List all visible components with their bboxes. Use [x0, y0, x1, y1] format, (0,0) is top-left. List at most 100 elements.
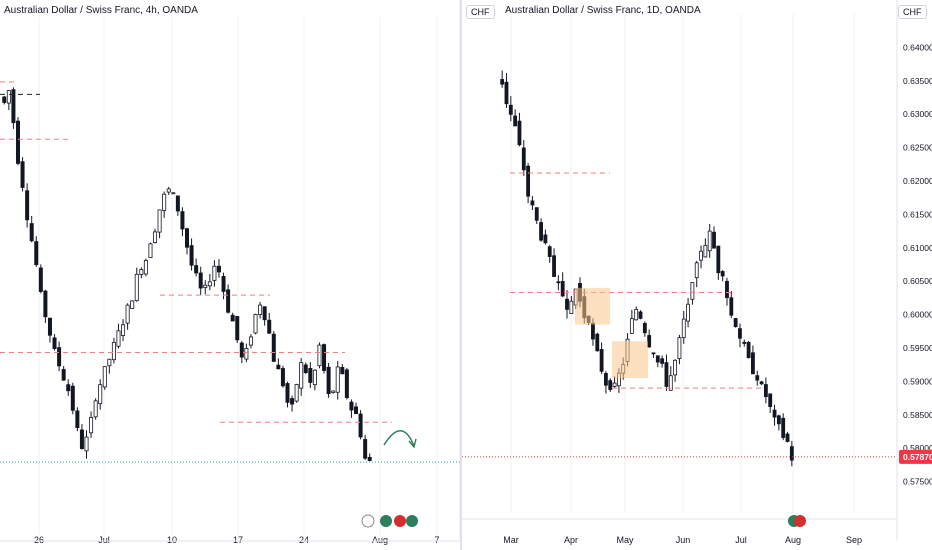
candle-body — [15, 120, 20, 164]
candle-body — [226, 289, 231, 313]
candle-body — [681, 318, 686, 338]
candle-body — [130, 300, 135, 309]
candle-body — [175, 195, 180, 212]
candle-body — [751, 352, 755, 375]
candle-body — [121, 324, 126, 336]
candle-body — [776, 415, 781, 425]
candle-body — [712, 231, 716, 249]
candle-body — [560, 281, 565, 297]
candle-body — [194, 265, 199, 274]
candle-body — [93, 400, 98, 418]
candle-body — [604, 373, 608, 386]
candle-body — [317, 344, 322, 367]
demand-zone — [612, 341, 648, 379]
supply-zone — [575, 287, 610, 325]
candle-body — [539, 222, 543, 241]
candle-body — [720, 271, 725, 277]
candle-body — [84, 436, 89, 452]
y-tick-label: 0.64000 — [903, 42, 932, 52]
candle-body — [673, 359, 678, 376]
candle-body — [308, 368, 313, 383]
event-icon — [394, 515, 406, 527]
candle-body — [125, 304, 130, 324]
chart-panel-4h[interactable]: 26Jul101724Aug70.612000.610000.608000.60… — [0, 0, 474, 550]
candle-body — [280, 368, 285, 387]
candle-body — [358, 413, 363, 438]
candle-body — [11, 89, 16, 124]
candle-body — [230, 314, 235, 322]
candle-body — [556, 281, 561, 284]
candle-body — [171, 192, 176, 195]
candle-body — [759, 381, 764, 385]
candle-body — [98, 384, 103, 405]
candle-body — [354, 406, 359, 415]
candle-body — [746, 341, 751, 359]
candle-body — [303, 364, 308, 374]
candle-body — [651, 352, 656, 355]
arrow-head-icon — [408, 438, 417, 449]
candle-body — [367, 456, 372, 461]
chart-title-4h: Australian Dollar / Swiss Franc, 4h, OAN… — [4, 5, 198, 16]
candle-body — [690, 282, 695, 300]
x-tick-label: Sep — [846, 535, 862, 545]
y-tick-label: 0.57500 — [903, 477, 932, 487]
candle-body — [500, 79, 505, 85]
candle-body — [755, 375, 760, 381]
y-tick-label: 0.61500 — [903, 209, 932, 219]
candle-body — [185, 228, 189, 248]
chart-panel-1d[interactable]: Mar Apr May Jun Jul Aug Sep 0.64000 0.63500 0.630… — [462, 0, 932, 550]
y-tick-label: 0.63500 — [903, 76, 932, 86]
candle-body — [595, 333, 600, 352]
candle-body — [733, 318, 738, 328]
candle-body — [534, 207, 539, 221]
candle-body — [513, 115, 518, 127]
event-icon — [380, 515, 392, 527]
candle-body — [703, 244, 708, 258]
chart-canvas-4h[interactable]: 26Jul101724Aug70.612000.610000.608000.60… — [0, 0, 460, 550]
candle-body — [565, 298, 569, 310]
candle-body — [216, 265, 221, 273]
candle-body — [75, 410, 80, 429]
candle-body — [521, 147, 526, 171]
candle-body — [221, 276, 226, 292]
y-tick-label: 0.62500 — [903, 143, 932, 153]
candle-body — [34, 241, 39, 266]
candle-body — [153, 231, 158, 244]
candle-body — [543, 234, 548, 244]
candle-body — [335, 366, 340, 393]
x-tick-label: 10 — [167, 535, 177, 545]
chart-canvas-1d[interactable]: Mar Apr May Jun Jul Aug Sep 0.64000 0.63500 0.630… — [462, 0, 932, 550]
candle-body — [668, 375, 673, 391]
candle-body — [239, 342, 244, 358]
x-tick-label: Aug — [785, 535, 801, 545]
currency-label-4h-axis: CHF — [466, 5, 495, 19]
projection-arrow — [383, 430, 415, 447]
candle-body — [203, 284, 208, 289]
y-tick-label: 0.62000 — [903, 176, 932, 186]
candle-body — [134, 273, 139, 301]
y-tick-label: 0.59500 — [903, 343, 932, 353]
candle-body — [569, 300, 574, 314]
candle-body — [271, 333, 276, 362]
panel-divider[interactable] — [460, 0, 462, 550]
y-tick-label: 0.60000 — [903, 310, 932, 320]
candle-body — [785, 433, 790, 442]
candle-body — [526, 165, 531, 197]
candle-body — [504, 81, 509, 105]
candle-body — [599, 349, 604, 372]
candle-body — [768, 393, 773, 408]
candle-body — [738, 328, 742, 339]
candle-body — [530, 200, 535, 206]
candle-body — [116, 330, 121, 347]
candle-body — [677, 337, 682, 359]
candle-body — [70, 385, 75, 411]
x-tick-label: Mar — [503, 535, 519, 545]
candle-body — [66, 384, 71, 392]
candle-body — [52, 337, 57, 350]
candle-body — [763, 384, 768, 398]
x-tick-label: 26 — [34, 535, 44, 545]
candle-body — [253, 313, 258, 334]
candle-body — [248, 336, 253, 346]
event-icon — [406, 515, 418, 527]
candle-body — [312, 369, 317, 386]
